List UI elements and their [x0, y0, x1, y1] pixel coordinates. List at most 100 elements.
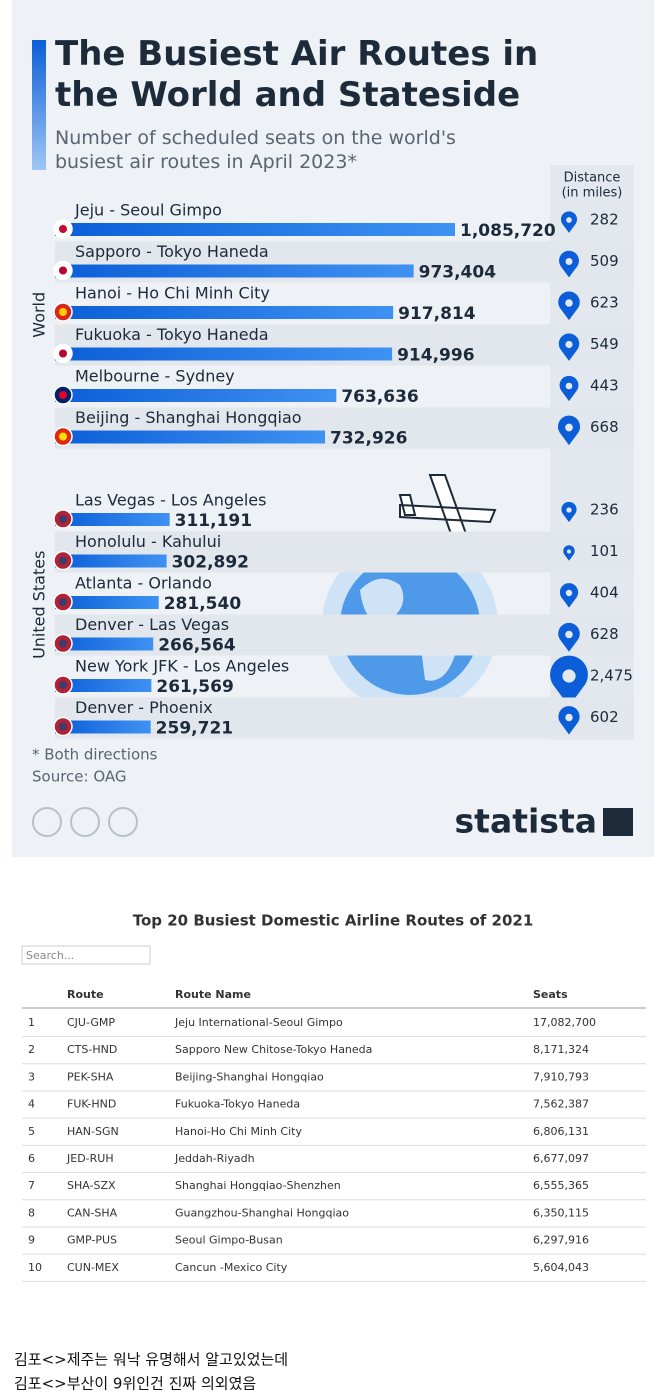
table-cell: Sapporo New Chitose-Tokyo Haneda [175, 1043, 372, 1056]
value-label: 281,540 [164, 594, 242, 614]
flag-detail [59, 722, 67, 731]
flag-detail [59, 556, 67, 565]
table-cell: 7,910,793 [533, 1070, 589, 1083]
note: * Both directions [32, 746, 158, 764]
value-label: 973,404 [419, 263, 497, 283]
table-cell: 1 [28, 1016, 35, 1029]
flag-detail [59, 391, 67, 399]
table-cell: 9 [28, 1234, 35, 1247]
row-stripe [55, 697, 634, 739]
pin-hole [565, 630, 573, 639]
group-label: United States [30, 551, 49, 659]
route-name: Jeju - Seoul Gimpo [74, 201, 222, 220]
pin-hole [565, 299, 573, 307]
value-label: 311,191 [175, 511, 252, 531]
table-cell: JED-RUH [66, 1152, 114, 1165]
pin-hole [565, 589, 573, 597]
table-cell: CUN-MEX [67, 1261, 119, 1274]
value-label: 302,892 [172, 553, 249, 573]
table-cell: 10 [28, 1261, 42, 1274]
route-name: Beijing - Shanghai Hongqiao [75, 408, 302, 427]
table-cell: 5,604,043 [533, 1261, 589, 1274]
search-placeholder: Search... [26, 949, 74, 962]
value-label: 1,085,720 [460, 221, 556, 241]
table-cell: Shanghai Hongqiao-Shenzhen [175, 1179, 341, 1192]
distance-label: 549 [590, 335, 619, 353]
distance-label: 668 [590, 418, 619, 436]
table-cell: 6,806,131 [533, 1125, 589, 1138]
table-cell: SHA-SZX [67, 1179, 116, 1192]
table-cell: Jeddah-Riyadh [174, 1152, 255, 1165]
route-name: Atlanta - Orlando [75, 574, 212, 593]
pin-hole [566, 217, 572, 223]
brand: statista [455, 802, 597, 841]
distance-header: Distance [564, 171, 621, 186]
bar [55, 347, 393, 361]
bar [55, 679, 152, 692]
table-cell: 2 [28, 1043, 35, 1056]
bar [55, 596, 159, 609]
route-name: Denver - Las Vegas [75, 615, 229, 634]
route-name: Melbourne - Sydney [75, 367, 235, 386]
chart-subtitle: Number of scheduled seats on the world's… [55, 127, 456, 173]
table-cell: CAN-SHA [67, 1206, 118, 1219]
flag-detail [59, 266, 67, 275]
table-cell: 6,297,916 [533, 1234, 589, 1247]
table-header: Route Name [175, 988, 251, 1001]
table-cell: Beijing-Shanghai Hongqiao [175, 1070, 324, 1083]
table-cell: 6,677,097 [533, 1152, 589, 1165]
table-cell: Guangzhou-Shanghai Hongqiao [175, 1206, 349, 1219]
flag-detail [59, 349, 67, 358]
distance-label: 628 [590, 625, 619, 643]
pin-hole [565, 423, 573, 432]
table-cell: HAN-SGN [67, 1125, 119, 1138]
table-cell: 6,555,365 [533, 1179, 589, 1192]
table-cell: FUK-HND [67, 1098, 116, 1111]
distance-label: 404 [590, 584, 619, 602]
table-cell: Fukuoka-Tokyo Haneda [175, 1098, 300, 1111]
table-cell: 3 [28, 1070, 35, 1083]
table-cell: GMP-PUS [67, 1234, 117, 1247]
flag-detail [59, 515, 67, 523]
route-name: Las Vegas - Los Angeles [75, 491, 266, 510]
bar [55, 637, 154, 651]
pin-hole [565, 258, 573, 265]
table-area: Top 20 Busiest Domestic Airline Routes o… [14, 912, 646, 1393]
distance-label: 236 [590, 501, 619, 519]
table-header: Seats [533, 988, 568, 1001]
value-label: 732,926 [330, 429, 407, 449]
bar [55, 720, 151, 734]
distance-label: 509 [590, 252, 619, 270]
bar [55, 513, 170, 526]
footer-text: 김포<>제주는 워낙 유명해서 알고있었는데 [14, 1351, 288, 1369]
flag-detail [59, 681, 67, 689]
table-cell: 8,171,324 [533, 1043, 589, 1056]
illustration [322, 474, 498, 713]
value-label: 763,636 [341, 387, 418, 407]
value-label: 914,996 [397, 346, 474, 366]
distance-label: 2,475 [590, 667, 633, 685]
route-name: Denver - Phoenix [75, 698, 213, 717]
table-cell: CJU-GMP [67, 1016, 115, 1029]
distance-label: 282 [590, 211, 619, 229]
table-cell: Hanoi-Ho Chi Minh City [175, 1125, 302, 1138]
search-box[interactable] [21, 945, 151, 965]
pin-hole [565, 382, 573, 390]
table-cell: Seoul Gimpo-Busan [175, 1234, 283, 1247]
chart: statista Distance(in miles) World Jeju - S… [30, 165, 634, 841]
cc-icons [32, 807, 138, 837]
flag-detail [59, 432, 67, 441]
pin-hole [566, 507, 572, 513]
value-label: 261,569 [156, 677, 233, 697]
distance-header: (in miles) [562, 186, 623, 201]
value-label: 917,814 [398, 304, 476, 324]
table-cell: 5 [28, 1125, 35, 1138]
pin-hole [562, 669, 576, 683]
brand-logo [603, 808, 633, 836]
pin-hole [565, 340, 573, 349]
bar [55, 554, 167, 568]
value-label: 266,564 [158, 636, 236, 656]
table-cell: 4 [28, 1098, 35, 1111]
table-cell: Jeju International-Seoul Gimpo [174, 1016, 343, 1029]
